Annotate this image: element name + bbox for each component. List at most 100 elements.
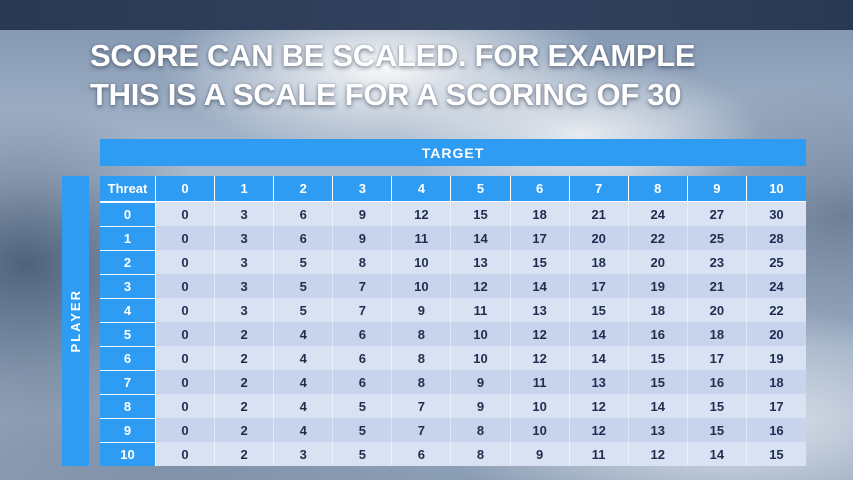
score-cell: 0: [156, 250, 216, 274]
score-cell: 8: [333, 250, 393, 274]
corner-header-threat: Threat: [100, 176, 156, 202]
score-cell: 0: [156, 226, 216, 250]
score-cell: 9: [510, 442, 570, 466]
score-cell: 23: [687, 250, 747, 274]
score-cell: 10: [392, 250, 452, 274]
row-label: 5: [100, 322, 156, 346]
score-cell: 6: [333, 370, 393, 394]
score-cell: 8: [392, 322, 452, 346]
top-accent-bar: [0, 0, 853, 30]
score-cell: 2: [215, 370, 275, 394]
score-cell: 18: [746, 370, 806, 394]
score-cell: 30: [746, 202, 806, 226]
score-cell: 15: [569, 298, 629, 322]
score-cell: 13: [569, 370, 629, 394]
score-cell: 24: [746, 274, 806, 298]
column-header: 6: [510, 176, 570, 202]
score-cell: 18: [628, 298, 688, 322]
column-header: 1: [215, 176, 275, 202]
score-cell: 20: [628, 250, 688, 274]
title-line-1: SCORE CAN BE SCALED. FOR EXAMPLE: [90, 38, 696, 73]
score-cell: 24: [628, 202, 688, 226]
score-cell: 17: [510, 226, 570, 250]
target-header-bar: TARGET: [100, 139, 806, 166]
score-cell: 12: [569, 394, 629, 418]
score-table: Threat 0 1 2 3 4 5 6 7 8 9 10 0 0 3 6 9 12 15 18 21 24 27 30 1 0…: [100, 176, 806, 466]
score-cell: 3: [215, 202, 275, 226]
title-line-2: THIS IS A SCALE FOR A SCORING OF 30: [90, 77, 682, 112]
score-cell: 3: [215, 298, 275, 322]
score-cell: 5: [333, 418, 393, 442]
slide-title: SCORE CAN BE SCALED. FOR EXAMPLE THIS IS…: [90, 36, 810, 114]
row-label: 4: [100, 298, 156, 322]
score-cell: 15: [687, 394, 747, 418]
column-header: 9: [687, 176, 747, 202]
score-cell: 25: [746, 250, 806, 274]
score-cell: 0: [156, 274, 216, 298]
score-cell: 14: [510, 274, 570, 298]
score-cell: 5: [333, 394, 393, 418]
row-label: 7: [100, 370, 156, 394]
score-cell: 9: [333, 226, 393, 250]
score-cell: 8: [451, 442, 511, 466]
score-cell: 7: [333, 298, 393, 322]
score-cell: 21: [569, 202, 629, 226]
score-cell: 4: [274, 370, 334, 394]
score-cell: 0: [156, 442, 216, 466]
score-cell: 2: [215, 394, 275, 418]
score-cell: 20: [746, 322, 806, 346]
score-cell: 4: [274, 418, 334, 442]
score-cell: 0: [156, 418, 216, 442]
score-cell: 4: [274, 346, 334, 370]
score-cell: 16: [687, 370, 747, 394]
score-cell: 4: [274, 322, 334, 346]
score-cell: 14: [628, 394, 688, 418]
score-cell: 7: [392, 418, 452, 442]
score-cell: 4: [274, 394, 334, 418]
score-cell: 13: [628, 418, 688, 442]
score-cell: 15: [746, 442, 806, 466]
score-cell: 0: [156, 322, 216, 346]
score-cell: 12: [451, 274, 511, 298]
row-label: 0: [100, 202, 156, 226]
row-label: 10: [100, 442, 156, 466]
column-header: 8: [628, 176, 688, 202]
row-label: 3: [100, 274, 156, 298]
score-cell: 0: [156, 298, 216, 322]
score-cell: 10: [510, 418, 570, 442]
column-header: 3: [333, 176, 393, 202]
score-cell: 10: [510, 394, 570, 418]
score-cell: 11: [569, 442, 629, 466]
column-header: 7: [569, 176, 629, 202]
score-cell: 10: [451, 346, 511, 370]
score-cell: 27: [687, 202, 747, 226]
score-cell: 17: [746, 394, 806, 418]
score-cell: 15: [628, 370, 688, 394]
score-cell: 12: [628, 442, 688, 466]
score-cell: 11: [510, 370, 570, 394]
score-cell: 19: [746, 346, 806, 370]
score-cell: 6: [274, 202, 334, 226]
score-cell: 13: [451, 250, 511, 274]
score-cell: 14: [687, 442, 747, 466]
score-cell: 11: [392, 226, 452, 250]
score-cell: 8: [451, 418, 511, 442]
score-cell: 22: [628, 226, 688, 250]
score-cell: 3: [215, 250, 275, 274]
score-cell: 18: [510, 202, 570, 226]
score-cell: 9: [451, 370, 511, 394]
score-cell: 16: [628, 322, 688, 346]
row-label: 1: [100, 226, 156, 250]
score-cell: 21: [687, 274, 747, 298]
score-cell: 5: [274, 298, 334, 322]
score-cell: 9: [451, 394, 511, 418]
score-cell: 17: [687, 346, 747, 370]
score-cell: 0: [156, 370, 216, 394]
score-cell: 22: [746, 298, 806, 322]
score-cell: 3: [215, 274, 275, 298]
score-cell: 0: [156, 394, 216, 418]
score-cell: 11: [451, 298, 511, 322]
score-cell: 0: [156, 202, 216, 226]
score-cell: 19: [628, 274, 688, 298]
